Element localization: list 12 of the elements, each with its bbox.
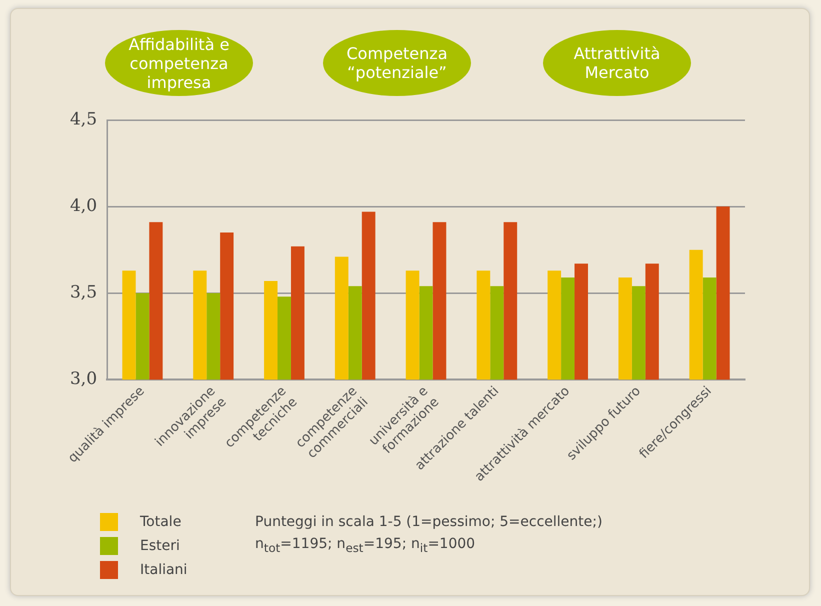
legend-label: Esteri bbox=[140, 538, 180, 554]
text: Attrattività Mercato bbox=[543, 30, 691, 96]
text: Competenza “potenziale” bbox=[323, 30, 471, 96]
y-tick-label: 3,0 bbox=[70, 369, 98, 390]
text: n$_{tot}$=1195; n$_{est}$=195; n$_{it}$=1000 bbox=[255, 535, 476, 557]
y-tick-label: 3,5 bbox=[70, 282, 98, 303]
y-tick-label: 4,0 bbox=[70, 196, 98, 216]
text: Affidabilità e competenza impresa bbox=[105, 30, 253, 96]
y-tick-label: 4,5 bbox=[70, 109, 98, 130]
legend-label: Italiani bbox=[140, 562, 188, 578]
text: Punteggi in scala 1-5 (1=pessimo; 5=eccellente;) bbox=[255, 513, 602, 532]
legend-label: Totale bbox=[140, 514, 182, 530]
